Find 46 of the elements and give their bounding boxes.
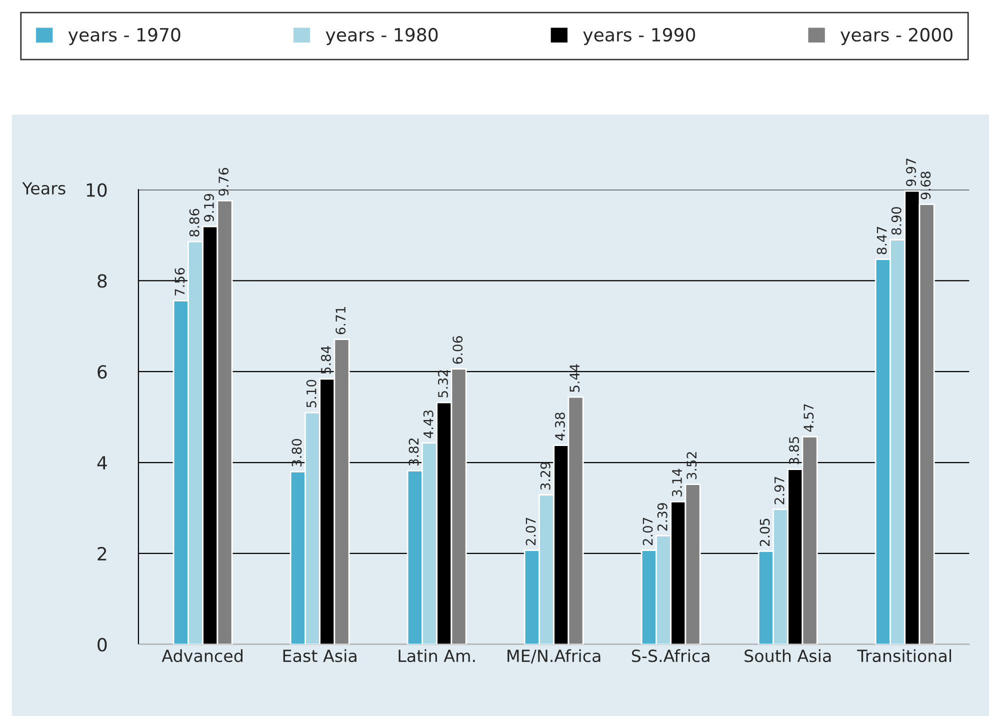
- data-label: 3.29: [540, 462, 550, 490]
- legend-label: years - 2000: [840, 28, 952, 46]
- data-label: 3.80: [292, 438, 302, 466]
- x-tick-label: Latin Am.: [398, 649, 475, 662]
- data-label: 5.10: [306, 380, 316, 408]
- data-label: 2.07: [642, 518, 653, 546]
- data-label: 4.38: [555, 412, 565, 440]
- y-tick-label: 4: [97, 456, 107, 470]
- data-label: 9.19: [204, 194, 214, 222]
- x-tick-label: S-S.Africa: [632, 649, 710, 662]
- x-tick-label: ME/N.Africa: [508, 649, 600, 664]
- data-label: 9.68: [920, 172, 931, 200]
- x-tick-label: Advanced: [162, 649, 242, 662]
- data-label: 7.56: [174, 268, 185, 296]
- data-label: 2.97: [774, 476, 784, 504]
- data-label: 6.71: [336, 306, 346, 334]
- data-label: 5.84: [320, 346, 331, 374]
- data-label: 8.90: [891, 207, 902, 235]
- data-label: 2.39: [657, 503, 668, 531]
- data-label: 9.97: [906, 158, 916, 186]
- data-label: 3.85: [789, 436, 799, 464]
- legend-label: years - 1990: [583, 28, 696, 46]
- y-tick-label: 6: [98, 365, 107, 379]
- x-tick-label: East Asia: [283, 649, 356, 662]
- y-tick-label: 2: [98, 546, 106, 560]
- data-label: 5.44: [570, 364, 580, 392]
- y-tick-label: 10: [86, 183, 107, 197]
- data-label: 4.57: [804, 404, 814, 432]
- data-label: 8.86: [189, 208, 200, 237]
- x-tick-label: South Asia: [744, 649, 831, 662]
- data-label: 6.06: [452, 336, 463, 364]
- legend-label: years - 1970: [68, 28, 180, 46]
- data-label: 3.52: [686, 452, 697, 480]
- data-label: 2.07: [526, 518, 536, 546]
- data-label: 4.43: [423, 410, 434, 438]
- data-label: 5.32: [438, 370, 448, 398]
- data-label: 8.47: [876, 226, 887, 254]
- data-label: 9.76: [218, 168, 229, 196]
- legend-label: years - 1980: [326, 28, 438, 46]
- data-label: 3.14: [672, 468, 682, 496]
- x-tick-label: Transitional: [857, 649, 952, 662]
- y-axis-title: Years: [22, 182, 66, 195]
- data-label: 2.05: [760, 518, 770, 546]
- y-tick-label: 0: [98, 638, 107, 652]
- y-tick-label: 8: [98, 274, 107, 288]
- data-label: 3.82: [408, 438, 419, 466]
